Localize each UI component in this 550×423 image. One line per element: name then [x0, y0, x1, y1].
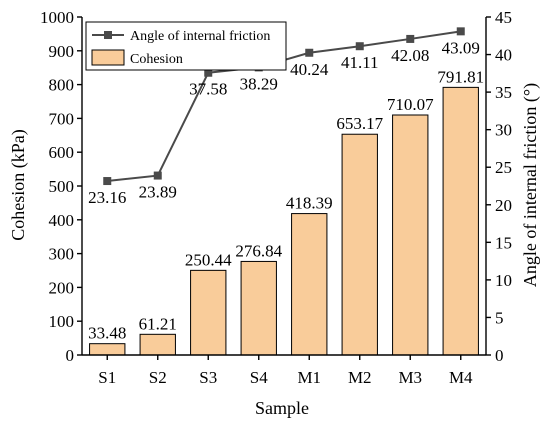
bar-value-label: 791.81	[437, 67, 484, 86]
marker-m2	[355, 42, 364, 51]
y-left-tick-label: 1000	[40, 8, 74, 27]
y-left-tick-label: 0	[66, 346, 75, 365]
legend-marker-swatch	[104, 31, 112, 39]
legend-label-cohesion: Cohesion	[130, 52, 183, 67]
y-left-tick-label: 600	[49, 143, 75, 162]
marker-s2	[153, 171, 162, 180]
x-tick-label-s1: S1	[98, 368, 116, 387]
bar-value-label: 710.07	[387, 95, 434, 114]
legend-bar-swatch	[91, 49, 125, 66]
marker-s3	[204, 68, 213, 77]
legend-label-friction: Angle of internal friction	[130, 29, 270, 44]
bar-value-label: 61.21	[139, 314, 177, 333]
bar-value-label: 33.48	[88, 324, 126, 343]
y-right-tick-label: 40	[495, 46, 512, 65]
line-value-label: 23.16	[88, 188, 126, 207]
bar-m1	[291, 213, 328, 356]
y-right-tick-label: 20	[495, 196, 512, 215]
y-left-tick-label: 100	[49, 312, 75, 331]
bar-s2	[139, 333, 176, 356]
marker-m4	[456, 27, 465, 36]
legend-box	[85, 21, 287, 71]
marker-m1	[305, 48, 314, 57]
y-left-tick-label: 800	[49, 76, 75, 95]
marker-m3	[406, 34, 415, 43]
y-left-tick-label: 500	[49, 177, 75, 196]
legend: Angle of internal friction Cohesion	[85, 21, 287, 71]
y-axis-right-title: Angle of internal friction (°)	[520, 83, 541, 287]
axes: 0 100 200 300 400 500 600 700 800 900 1000 0 5 10 15 20…	[40, 8, 512, 387]
line-value-label: 42.08	[391, 46, 429, 65]
y-right-tick-label: 10	[495, 271, 512, 290]
y-left-tick-label: 300	[49, 245, 75, 264]
y-right-tick-label: 25	[495, 158, 512, 177]
line-value-label: 40.24	[290, 60, 329, 79]
line-value-label: 43.09	[442, 38, 480, 57]
y-left-tick-label: 400	[49, 211, 75, 230]
bar-series-cohesion	[89, 86, 479, 356]
bar-s4	[240, 260, 277, 356]
data-labels: 33.48 61.21 250.44 276.84 418.39 653.17710.07…	[88, 38, 484, 342]
bar-m3	[392, 114, 429, 356]
y-right-tick-label: 45	[495, 8, 512, 27]
x-tick-label-m3: M3	[398, 368, 422, 387]
y-left-tick-label: 200	[49, 278, 75, 297]
line-value-label: 37.58	[189, 80, 227, 99]
y-right-tick-label: 15	[495, 233, 512, 252]
y-right-tick-label: 35	[495, 83, 512, 102]
bar-s3	[190, 269, 227, 356]
y-right-tick-label: 0	[495, 346, 504, 365]
line-value-label: 23.89	[139, 183, 177, 202]
y-left-tick-label: 700	[49, 109, 75, 128]
bar-m2	[341, 133, 378, 356]
y-left-tick-label: 900	[49, 42, 75, 61]
bar-value-label: 276.84	[235, 241, 282, 260]
bar-value-label: 653.17	[336, 114, 383, 133]
x-tick-label-m2: M2	[348, 368, 372, 387]
bar-m4	[442, 86, 479, 356]
bar-value-label: 250.44	[185, 250, 232, 269]
x-tick-label-s4: S4	[250, 368, 268, 387]
bar-value-label: 418.39	[286, 194, 333, 213]
x-tick-label-s3: S3	[199, 368, 217, 387]
line-value-label: 41.11	[341, 53, 379, 72]
x-tick-label-m4: M4	[449, 368, 473, 387]
y-right-tick-label: 30	[495, 121, 512, 140]
y-axis-left-title: Cohesion (kPa)	[8, 129, 29, 241]
x-tick-label-m1: M1	[297, 368, 321, 387]
y-right-tick-label: 5	[495, 308, 504, 327]
x-axis-title: Sample	[255, 398, 309, 418]
line-value-label: 38.29	[240, 74, 278, 93]
bar-s1	[89, 343, 126, 356]
marker-s1	[103, 177, 112, 186]
x-tick-label-s2: S2	[149, 368, 167, 387]
